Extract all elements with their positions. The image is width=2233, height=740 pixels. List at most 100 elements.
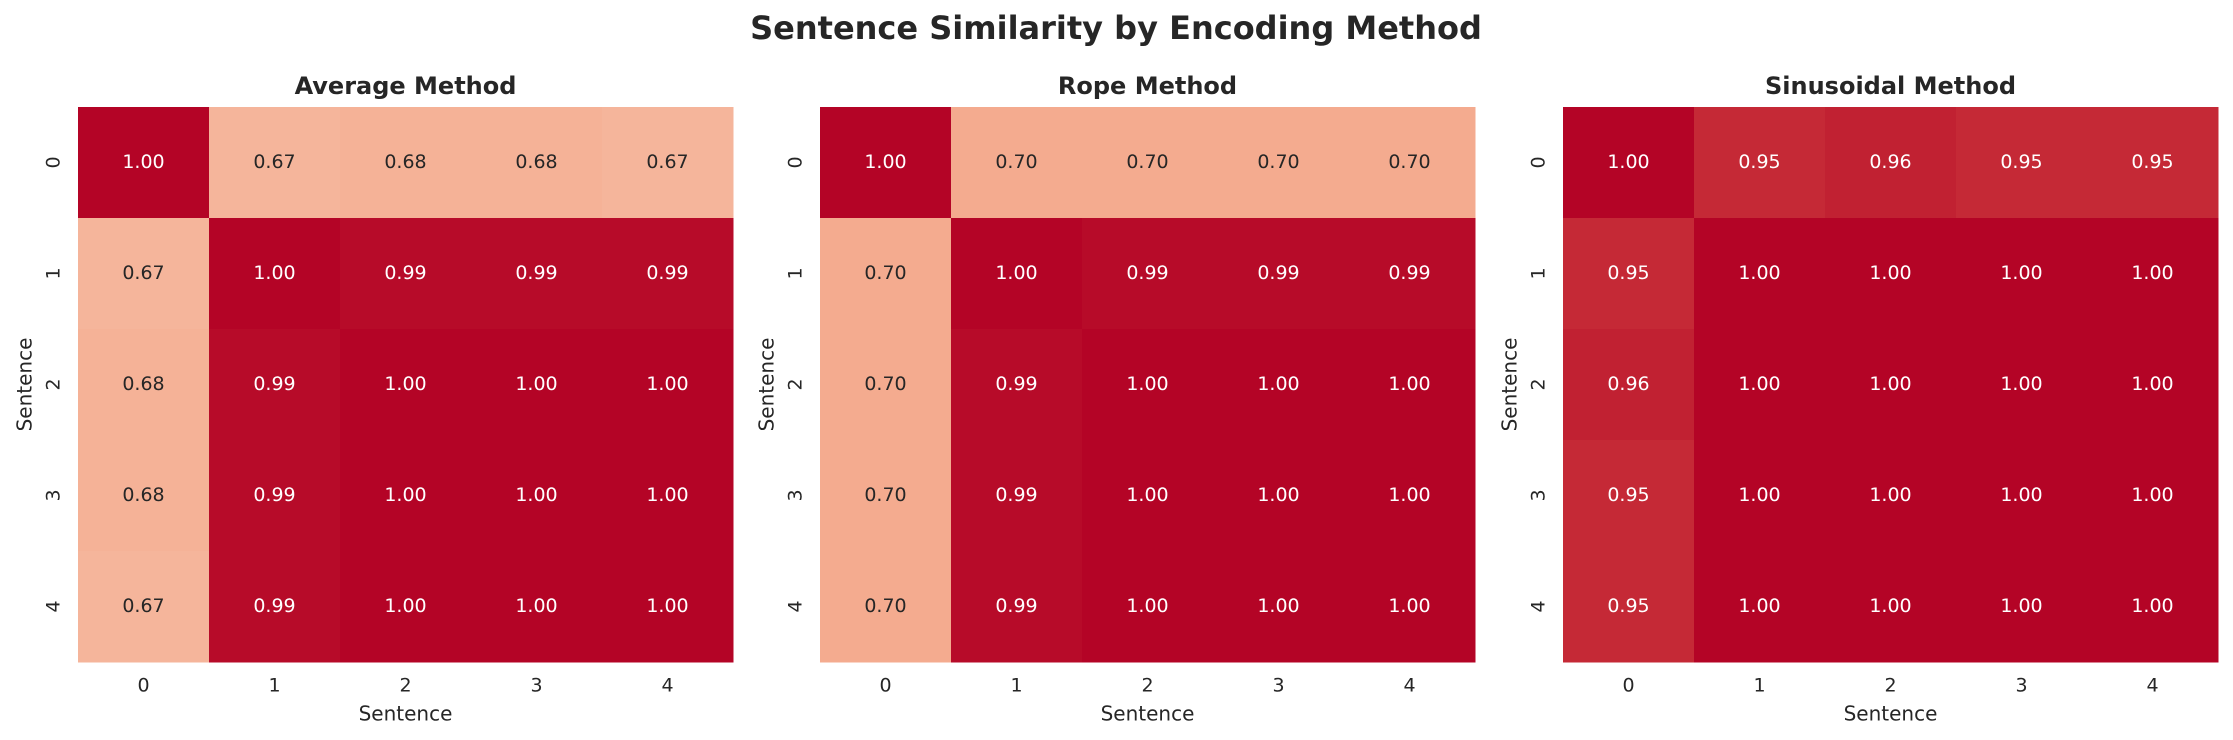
cell-label: 1.00 [253, 262, 295, 284]
x-tick-label: 3 [2015, 675, 2027, 697]
heatmap-cell [1213, 440, 1345, 552]
x-tick-label: 1 [1010, 675, 1022, 697]
x-axis-label: Sentence [1844, 702, 1938, 726]
cell-label: 1.00 [2000, 595, 2042, 617]
heatmap-cell [1956, 218, 2088, 330]
heatmap-cell [1213, 107, 1345, 219]
cell-label: 1.00 [2131, 373, 2173, 395]
x-tick-label: 2 [1884, 675, 1896, 697]
heatmap-cell [209, 551, 341, 663]
heatmap-cell [1563, 218, 1695, 330]
cell-label: 1.00 [515, 484, 557, 506]
heatmap-cell [820, 329, 952, 441]
heatmap-cell [78, 551, 210, 663]
heatmap-cell [602, 440, 734, 552]
heatmap-cell [1082, 329, 1214, 441]
heatmap-cell [471, 107, 603, 219]
cell-label: 1.00 [1607, 151, 1649, 173]
cell-label: 1.00 [2000, 262, 2042, 284]
y-axis-label: Sentence [13, 338, 37, 432]
x-tick-label: 0 [1622, 675, 1634, 697]
y-tick-label: 0 [43, 156, 65, 168]
heatmap-cell [2087, 329, 2219, 441]
cell-label: 1.00 [2131, 262, 2173, 284]
cell-label: 0.95 [1607, 262, 1649, 284]
y-tick-label: 4 [785, 600, 807, 612]
heatmap-cell [951, 329, 1083, 441]
cell-label: 0.70 [1257, 151, 1299, 173]
heatmap-cell [1563, 551, 1695, 663]
heatmap-cell [1563, 329, 1695, 441]
cell-label: 0.99 [253, 373, 295, 395]
heatmap-cell [1694, 440, 1826, 552]
x-tick-label: 0 [137, 675, 149, 697]
heatmap-cell [209, 329, 341, 441]
cell-label: 0.96 [1607, 373, 1649, 395]
cell-label: 1.00 [384, 373, 426, 395]
cell-label: 0.67 [646, 151, 688, 173]
cell-label: 0.67 [253, 151, 295, 173]
cell-label: 0.68 [122, 484, 164, 506]
cell-label: 1.00 [1257, 595, 1299, 617]
x-tick-label: 1 [1753, 675, 1765, 697]
x-tick-label: 0 [879, 675, 891, 697]
cell-label: 0.70 [864, 484, 906, 506]
cell-label: 1.00 [1126, 484, 1168, 506]
cell-label: 1.00 [2000, 373, 2042, 395]
heatmap-cell [471, 440, 603, 552]
heatmap-cell [1694, 551, 1826, 663]
heatmap-cell [340, 551, 472, 663]
heatmap-cell [1694, 107, 1826, 219]
heatmap-cell [340, 107, 472, 219]
cell-label: 1.00 [1738, 595, 1780, 617]
heatmap-cell [602, 218, 734, 330]
heatmap-cell [1825, 218, 1957, 330]
heatmap-cell [820, 440, 952, 552]
cell-label: 1.00 [995, 262, 1037, 284]
y-tick-label: 1 [1528, 267, 1550, 279]
x-tick-label: 2 [1141, 675, 1153, 697]
cell-label: 0.95 [1607, 595, 1649, 617]
heatmap-cell [602, 329, 734, 441]
heatmap-cell [1956, 551, 2088, 663]
x-tick-label: 2 [399, 675, 411, 697]
x-axis-label: Sentence [1101, 702, 1195, 726]
heatmap-cell [1082, 107, 1214, 219]
cell-label: 1.00 [122, 151, 164, 173]
y-tick-label: 3 [785, 489, 807, 501]
y-tick-label: 2 [785, 378, 807, 390]
cell-label: 1.00 [1126, 373, 1168, 395]
heatmap-cell [1825, 551, 1957, 663]
y-tick-label: 0 [785, 156, 807, 168]
cell-label: 1.00 [384, 484, 426, 506]
heatmap-cell [1825, 107, 1957, 219]
cell-label: 0.68 [384, 151, 426, 173]
cell-label: 1.00 [1869, 262, 1911, 284]
cell-label: 0.99 [646, 262, 688, 284]
y-axis-label: Sentence [1498, 338, 1522, 432]
heatmap-cell [1694, 329, 1826, 441]
cell-label: 1.00 [646, 373, 688, 395]
y-axis-label: Sentence [755, 338, 779, 432]
heatmap-cell [2087, 551, 2219, 663]
cell-label: 0.99 [995, 595, 1037, 617]
heatmap-cell [340, 440, 472, 552]
heatmap-cell [1956, 440, 2088, 552]
cell-label: 0.70 [864, 373, 906, 395]
cell-label: 0.99 [253, 484, 295, 506]
cell-label: 1.00 [1869, 595, 1911, 617]
y-tick-label: 3 [1528, 489, 1550, 501]
y-tick-label: 0 [1528, 156, 1550, 168]
y-tick-label: 1 [785, 267, 807, 279]
x-tick-label: 4 [2146, 675, 2158, 697]
heatmap-cell [78, 218, 210, 330]
cell-label: 1.00 [2131, 484, 2173, 506]
x-tick-label: 3 [530, 675, 542, 697]
heatmap-cell [951, 107, 1083, 219]
heatmap-cell [2087, 440, 2219, 552]
heatmap-cell [2087, 218, 2219, 330]
panel-title: Sinusoidal Method [1765, 72, 2016, 100]
heatmap-cell [1213, 329, 1345, 441]
heatmap-cell [209, 218, 341, 330]
